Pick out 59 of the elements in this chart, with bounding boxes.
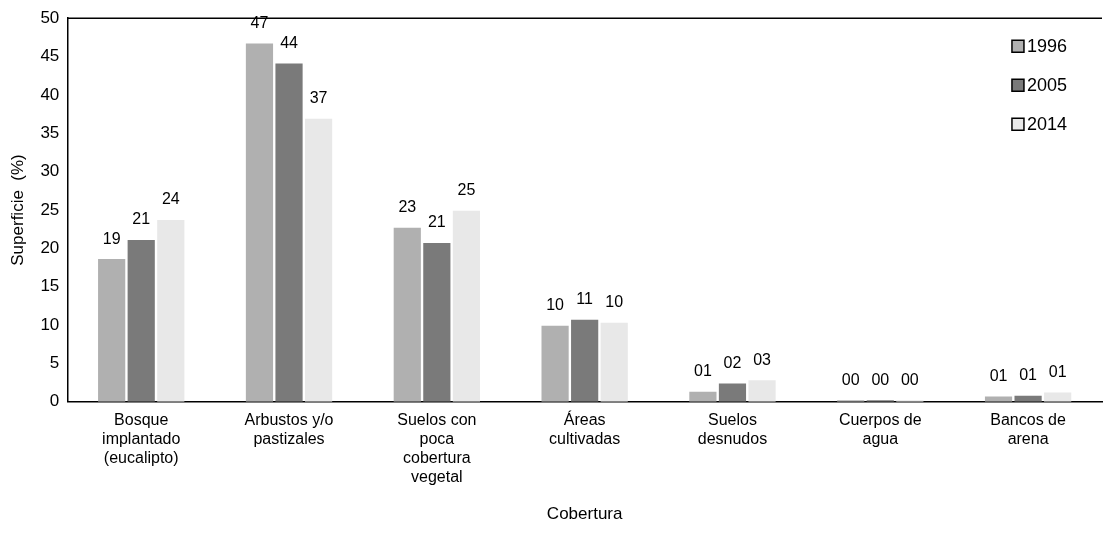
data-label: 00 xyxy=(871,370,890,388)
bar xyxy=(984,396,1013,402)
y-axis-title: Superficie (%) xyxy=(7,154,27,266)
bar xyxy=(393,227,421,402)
x-tick-label: Áreas cultivadas xyxy=(549,409,621,448)
y-tick-label: 25 xyxy=(40,199,60,219)
data-label: 01 xyxy=(1048,363,1067,380)
bar xyxy=(452,210,480,402)
data-label: 01 xyxy=(694,362,712,380)
data-label: 03 xyxy=(753,350,772,368)
data-label: 01 xyxy=(989,366,1008,384)
bar xyxy=(600,322,628,402)
bar xyxy=(571,319,599,402)
data-label: 44 xyxy=(280,33,299,51)
data-label: 21 xyxy=(132,210,151,228)
x-tick-label: Arbustos y/o pastizales xyxy=(244,410,334,448)
y-tick-label: 45 xyxy=(40,46,60,66)
bar xyxy=(98,259,126,402)
y-tick-label: 5 xyxy=(49,353,60,373)
bar xyxy=(748,380,776,402)
bar xyxy=(157,219,185,402)
data-label: 24 xyxy=(161,190,180,208)
data-label: 01 xyxy=(1019,366,1038,384)
data-label: 21 xyxy=(427,213,446,231)
data-label: 19 xyxy=(102,229,121,247)
data-label: 00 xyxy=(900,370,919,388)
legend-label: 2005 xyxy=(1026,75,1067,96)
y-tick-label: 20 xyxy=(40,238,60,258)
y-tick-label: 0 xyxy=(49,391,60,411)
x-tick-label: Bosque implantado (eucalipto) xyxy=(102,410,181,467)
legend-label: 2014 xyxy=(1026,114,1067,135)
bar xyxy=(127,239,155,402)
bar xyxy=(245,43,274,402)
data-label: 37 xyxy=(309,89,328,107)
bar xyxy=(689,391,717,402)
data-label: 02 xyxy=(723,353,742,371)
y-tick-label: 35 xyxy=(40,122,60,142)
x-tick-label: Cuerpos de agua xyxy=(838,410,922,448)
bar xyxy=(541,325,569,402)
x-tick-label: Suelos con poca cobertura vegetal xyxy=(397,410,477,486)
y-tick-label: 50 xyxy=(40,7,60,27)
x-axis-title: Cobertura xyxy=(546,504,623,524)
y-tick-label: 30 xyxy=(40,161,60,181)
x-tick-label: Bancos de arena xyxy=(990,410,1066,448)
bar xyxy=(423,242,451,402)
data-label: 10 xyxy=(546,296,565,314)
y-tick-label: 15 xyxy=(40,276,60,296)
bar xyxy=(304,118,333,402)
data-label: 11 xyxy=(576,290,594,308)
data-label: 25 xyxy=(457,181,476,199)
x-tick-label: Suelos desnudos xyxy=(697,410,768,448)
data-label: 00 xyxy=(841,370,860,388)
bar xyxy=(718,383,747,402)
y-tick-label: 40 xyxy=(40,84,60,104)
y-tick-label: 10 xyxy=(40,314,60,334)
legend-label: 1996 xyxy=(1026,36,1067,57)
bar xyxy=(275,63,303,402)
data-label: 10 xyxy=(605,293,624,311)
data-label: 23 xyxy=(398,198,417,216)
